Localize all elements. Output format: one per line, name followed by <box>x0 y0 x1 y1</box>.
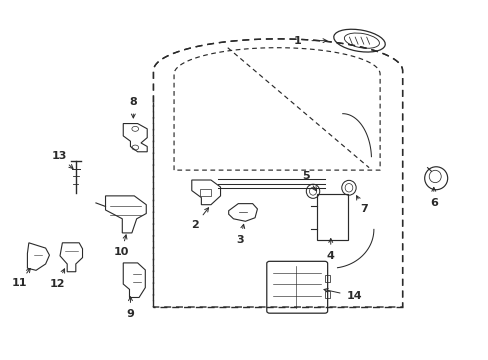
Bar <box>324 275 329 282</box>
Bar <box>200 189 210 196</box>
Text: 7: 7 <box>359 204 367 214</box>
Text: 3: 3 <box>236 235 244 245</box>
Text: 4: 4 <box>326 251 334 261</box>
Text: 1: 1 <box>293 36 301 46</box>
Text: 5: 5 <box>302 171 309 181</box>
Text: 11: 11 <box>11 278 27 288</box>
Text: 14: 14 <box>346 291 361 301</box>
Text: 6: 6 <box>429 198 437 208</box>
Text: 13: 13 <box>52 151 67 161</box>
Bar <box>316 194 347 240</box>
Text: 12: 12 <box>50 279 65 289</box>
Text: 2: 2 <box>191 220 199 230</box>
Text: 10: 10 <box>114 247 129 257</box>
Bar <box>324 291 329 298</box>
Text: 8: 8 <box>129 98 137 107</box>
Text: 9: 9 <box>126 309 134 319</box>
